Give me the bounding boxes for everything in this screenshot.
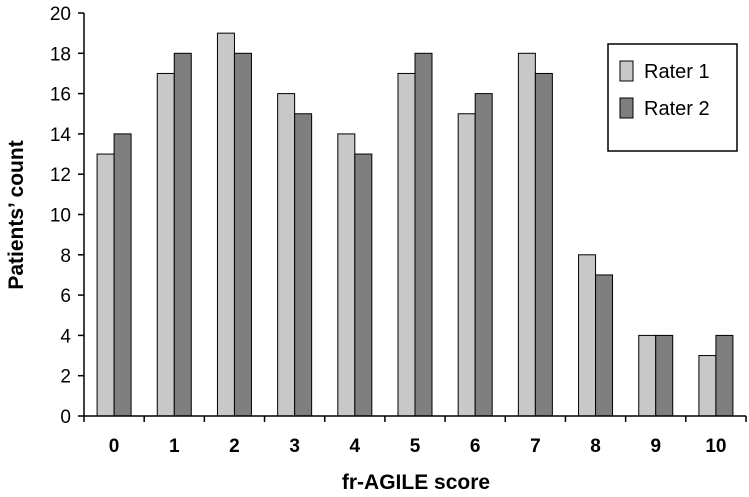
legend: Rater 1 Rater 2 xyxy=(607,43,738,152)
y-tick-label: 14 xyxy=(50,125,72,146)
bar-rater-2-score-4 xyxy=(354,153,373,417)
bar-rater-2-score-6 xyxy=(474,93,493,417)
bar-rater-2-score-5 xyxy=(414,52,433,417)
y-tick-label: 4 xyxy=(60,326,71,347)
x-tick-label: 0 xyxy=(109,436,120,457)
y-tick-label: 10 xyxy=(50,206,71,227)
y-axis: 0 2 4 6 8 10 12 14 16 18 20 xyxy=(50,4,85,428)
bar-rater-1-score-4 xyxy=(337,133,356,417)
y-tick-label: 2 xyxy=(60,367,71,388)
y-axis-label: Patients’ count xyxy=(5,140,28,289)
bar-rater-2-score-3 xyxy=(294,113,313,417)
bar-rater-1-score-1 xyxy=(156,72,175,417)
y-tick-label: 6 xyxy=(60,286,71,307)
x-tick-label: 5 xyxy=(410,436,421,457)
x-tick-label: 4 xyxy=(350,436,361,457)
bar-rater-2-score-0 xyxy=(113,133,132,417)
x-axis-label: fr-AGILE score xyxy=(342,471,490,494)
legend-swatch-rater-2 xyxy=(619,97,634,119)
bar-rater-1-score-0 xyxy=(96,153,115,417)
x-tick-label: 2 xyxy=(229,436,240,457)
x-tick-label: 1 xyxy=(169,436,180,457)
y-tick-label: 12 xyxy=(50,165,71,186)
bar-rater-1-score-5 xyxy=(397,72,416,417)
bar-rater-1-score-6 xyxy=(457,113,476,417)
bar-rater-2-score-1 xyxy=(173,52,192,417)
bar-rater-1-score-9 xyxy=(638,334,657,417)
bar-rater-2-score-9 xyxy=(655,334,674,417)
x-tick-label: 3 xyxy=(289,436,300,457)
legend-label-rater-1: Rater 1 xyxy=(644,61,710,83)
x-tick-label: 6 xyxy=(470,436,481,457)
bar-rater-1-score-2 xyxy=(216,32,235,417)
y-tick-label: 0 xyxy=(60,407,71,428)
bar-rater-1-score-3 xyxy=(277,93,296,417)
x-tick-label: 10 xyxy=(705,436,726,457)
legend-label-rater-2: Rater 2 xyxy=(644,98,710,120)
y-tick-label: 8 xyxy=(60,246,71,267)
y-tick-label: 18 xyxy=(50,44,71,65)
bar-rater-2-score-10 xyxy=(715,334,734,417)
bar-rater-1-score-7 xyxy=(517,52,536,417)
x-tick-label: 8 xyxy=(590,436,601,457)
bar-rater-2-score-8 xyxy=(595,274,614,417)
x-tick-label: 9 xyxy=(650,436,661,457)
bar-rater-1-score-10 xyxy=(698,355,717,417)
x-axis: 0 1 2 3 4 5 6 7 8 9 10 xyxy=(83,415,747,457)
bar-rater-2-score-7 xyxy=(534,72,553,417)
x-tick-label: 7 xyxy=(530,436,541,457)
y-tick-label: 20 xyxy=(50,4,71,25)
y-tick-label: 16 xyxy=(50,85,71,106)
bar-rater-1-score-8 xyxy=(578,254,597,417)
legend-swatch-rater-1 xyxy=(619,60,634,82)
bar-rater-2-score-2 xyxy=(233,52,252,417)
